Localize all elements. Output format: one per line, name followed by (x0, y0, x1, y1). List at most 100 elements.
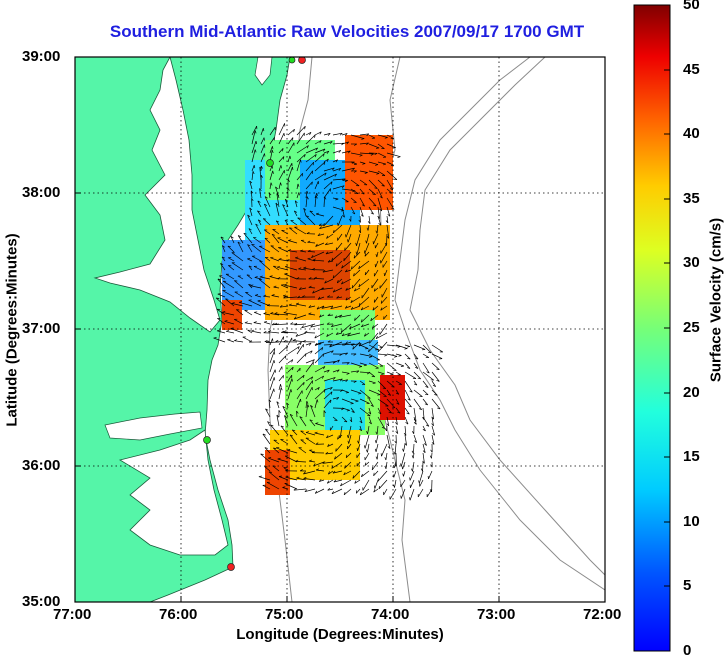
velocity-arrow (356, 233, 361, 246)
velocity-arrow-head (305, 353, 307, 357)
velocity-arrow (368, 416, 372, 425)
velocity-arrow (314, 432, 325, 436)
velocity-arrow-head (358, 392, 362, 395)
velocity-arrow-head (374, 152, 378, 156)
velocity-arrow-head (326, 333, 329, 337)
velocity-arrow-head (414, 357, 419, 360)
velocity-arrow (404, 362, 411, 369)
x-tick-label: 76:00 (159, 606, 198, 623)
velocity-arrow-head (327, 295, 330, 298)
velocity-arrow (257, 210, 262, 217)
velocity-arrow-head (401, 466, 403, 470)
velocity-arrow-head (311, 181, 313, 185)
velocity-arrow (296, 303, 307, 307)
velocity-arrow (341, 150, 351, 154)
velocity-arrow (216, 308, 226, 316)
velocity-arrow (225, 298, 235, 307)
velocity-arrow (334, 452, 343, 460)
velocity-arrow-head (270, 182, 273, 186)
velocity-arrow (386, 353, 398, 357)
velocity-arrow (288, 240, 298, 244)
velocity-arrow (336, 332, 343, 335)
x-tick-label: 72:00 (583, 606, 622, 623)
velocity-arrow (364, 461, 370, 466)
velocity-arrow (295, 257, 307, 262)
velocity-arrow-head (358, 302, 361, 307)
velocity-arrow (345, 269, 352, 273)
velocity-arrow (422, 380, 429, 388)
velocity-arrow (377, 188, 383, 199)
velocity-arrow (385, 452, 388, 461)
velocity-arrow-head (265, 428, 269, 431)
velocity-arrow (251, 171, 254, 181)
velocity-arrow (377, 134, 388, 138)
velocity-arrow-head (331, 324, 334, 327)
velocity-arrow-head (243, 232, 247, 235)
velocity-arrow (386, 215, 389, 223)
velocity-arrow (221, 245, 226, 253)
velocity-arrow (332, 197, 339, 200)
velocity-arrow-head (299, 342, 302, 346)
velocity-arrow (359, 170, 368, 173)
velocity-arrow-head (254, 149, 257, 153)
velocity-arrow (368, 380, 376, 384)
velocity-arrow-head (422, 460, 425, 464)
velocity-arrow-head (431, 423, 434, 427)
velocity-arrow (270, 313, 280, 316)
velocity-arrow (404, 407, 410, 415)
velocity-arrow-head (234, 339, 238, 342)
velocity-arrow (309, 210, 316, 217)
velocity-arrow-head (316, 192, 318, 196)
velocity-arrow (409, 488, 415, 501)
velocity-arrow-head (345, 392, 349, 394)
velocity-arrow (431, 452, 433, 459)
velocity-arrow (276, 414, 280, 427)
velocity-arrow-head (312, 162, 315, 166)
velocity-arrow (335, 260, 343, 267)
albemarle-sound (104, 411, 203, 441)
velocity-arrow-head (339, 315, 342, 318)
velocity-arrow (303, 470, 316, 475)
velocity-arrow (431, 380, 436, 387)
velocity-arrow (350, 407, 355, 413)
velocity-arrow (317, 233, 325, 237)
velocity-arrow (413, 398, 422, 410)
velocity-arrow-head (366, 227, 369, 231)
velocity-arrow-head (250, 190, 254, 194)
velocity-arrow (269, 348, 276, 355)
velocity-arrow (344, 242, 352, 251)
velocity-arrow-head (375, 431, 378, 435)
velocity-arrow-head (324, 280, 327, 284)
velocity-arrow-head (387, 393, 391, 396)
velocity-arrow-head (265, 408, 269, 411)
velocity-arrow-head (384, 465, 387, 469)
velocity-arrow (308, 305, 316, 308)
velocity-arrow (384, 269, 388, 277)
velocity-arrow (270, 424, 280, 436)
velocity-arrow (371, 461, 379, 471)
velocity-arrow (422, 362, 430, 374)
velocity-arrow (287, 449, 298, 454)
velocity-arrow (318, 224, 325, 226)
velocity-arrow (331, 488, 343, 495)
velocity-arrow-head (248, 284, 252, 286)
velocity-arrow (273, 286, 280, 289)
velocity-arrow (422, 452, 425, 464)
velocity-arrow-head (353, 380, 357, 383)
velocity-arrow-head (268, 399, 272, 403)
velocity-arrow-head (282, 156, 285, 160)
velocity-arrow-head (411, 431, 415, 434)
velocity-arrow-head (381, 426, 385, 429)
velocity-arrow-head (308, 459, 313, 462)
velocity-arrow (332, 150, 341, 154)
velocity-arrow-head (294, 210, 298, 213)
velocity-arrow-head (426, 371, 430, 374)
velocity-arrow-head (361, 324, 364, 328)
velocity-arrow (361, 305, 370, 311)
velocity-arrow (263, 203, 271, 217)
velocity-arrow (224, 320, 235, 325)
velocity-arrow-head (345, 352, 348, 356)
velocity-arrow (357, 443, 361, 452)
velocity-arrow-head (402, 473, 404, 477)
velocity-arrow (316, 469, 325, 472)
